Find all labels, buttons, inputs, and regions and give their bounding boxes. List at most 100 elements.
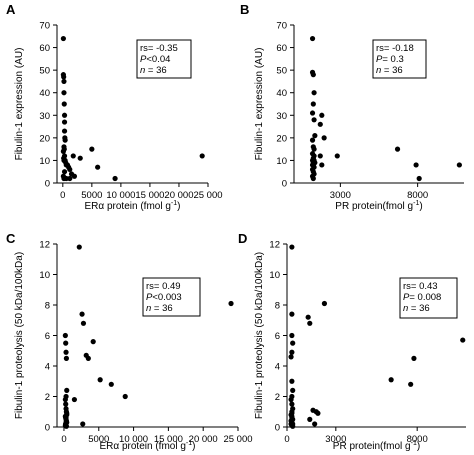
data-point [388,377,394,383]
data-point [334,153,340,159]
data-point [108,381,114,387]
data-point [319,162,325,168]
data-point [289,413,295,419]
data-point [289,244,295,250]
y-tick-label: 10 [39,270,50,281]
y-tick-label: 4 [45,362,50,373]
data-point [290,387,296,393]
stats-rs: rs= 0.43 [403,281,438,292]
y-axis-label: Fibulin-1 proteolysis (50 kDa/100kDa) [254,252,265,419]
y-tick-label: 12 [269,240,280,251]
x-tick-label: 25 000 [193,190,222,201]
data-point [60,35,66,42]
x-tick-label: 20 000 [189,434,218,445]
data-point [62,332,68,339]
data-point [95,164,101,170]
data-point [70,153,76,159]
y-tick-label: 60 [39,43,50,54]
data-point [61,74,67,80]
data-point [307,320,313,326]
y-tick-label: 4 [275,362,280,373]
data-point [61,78,67,85]
data-point [63,349,69,355]
data-point [76,244,82,250]
data-point [61,128,68,134]
x-tick-label: 25 000 [223,434,252,445]
data-point [315,410,321,416]
data-point [71,396,78,403]
data-point [63,421,69,427]
y-tick-label: 30 [276,111,287,122]
y-tick-label: 70 [276,21,287,32]
data-point [67,166,73,173]
data-point [90,339,96,345]
panel-letter: C [6,231,16,246]
x-axis-label: PR protein(fmol g-1) [335,200,422,212]
stats-p: P<0.04 [140,54,170,65]
data-point [112,175,118,182]
data-point [311,90,317,96]
stats-n: n = 36 [146,303,173,314]
data-point [310,72,316,78]
data-point [321,300,328,307]
stats-rs: rs= -0.18 [376,43,414,54]
y-tick-label: 6 [275,331,280,342]
data-point [61,90,67,96]
data-point [228,300,234,307]
x-axis-label: PR protein(fmol g-1) [333,440,420,452]
y-tick-label: 10 [276,156,287,167]
y-axis-label: Fibulin-1 expression (AU) [254,48,265,161]
x-tick-label: 5000 [81,190,102,201]
y-tick-label: 20 [276,133,287,144]
x-tick-label: 3000 [330,190,351,201]
data-point [319,112,325,118]
data-point [199,153,205,159]
data-point [62,137,68,143]
data-point [97,377,103,383]
data-point [80,320,87,326]
stats-box [399,277,458,319]
panel-letter: D [238,231,247,246]
data-point [67,175,73,182]
x-axis-label: ERα protein (fmol g-1) [85,200,181,212]
data-point [289,332,295,339]
y-tick-label: 50 [276,66,287,77]
stats-p: P<0.003 [146,292,182,303]
y-tick-label: 0 [275,423,280,434]
data-point [413,162,419,168]
data-point [61,119,68,125]
data-point [321,135,327,141]
data-point [289,311,295,317]
data-point [85,355,91,361]
y-tick-label: 60 [276,43,287,54]
panel-letter: A [6,2,16,17]
data-point [288,354,294,360]
data-point [408,381,414,387]
stats-p: P= 0.008 [403,292,441,303]
data-point [311,146,317,152]
data-point [80,421,86,427]
data-point [89,146,95,152]
data-point [60,148,66,154]
data-point [310,175,316,182]
data-point [62,396,68,403]
panel-c: C 0 2 4 6 8 10 12 0 5000 10 000 15 000 20 000 25 000 F… [6,231,253,452]
data-point [456,162,462,168]
y-tick-label: 0 [45,423,50,434]
y-tick-label: 0 [282,179,287,190]
data-point [290,340,296,346]
x-tick-label: 15 000 [135,190,164,201]
data-point [305,314,311,320]
data-point [309,137,316,143]
data-point [289,378,295,384]
stats-rs: rs= 0.49 [146,281,181,292]
y-tick-label: 10 [39,156,50,167]
data-point [288,396,294,403]
data-point [63,415,69,421]
y-tick-label: 8 [275,301,280,312]
x-tick-label: 20 000 [164,190,193,201]
data-point [309,110,316,116]
x-tick-label: 0 [60,190,65,201]
stats-n: n = 36 [140,65,167,76]
